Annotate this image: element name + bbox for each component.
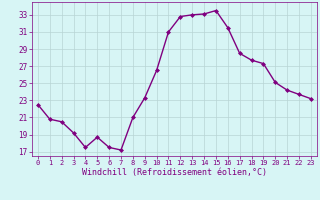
- X-axis label: Windchill (Refroidissement éolien,°C): Windchill (Refroidissement éolien,°C): [82, 168, 267, 177]
